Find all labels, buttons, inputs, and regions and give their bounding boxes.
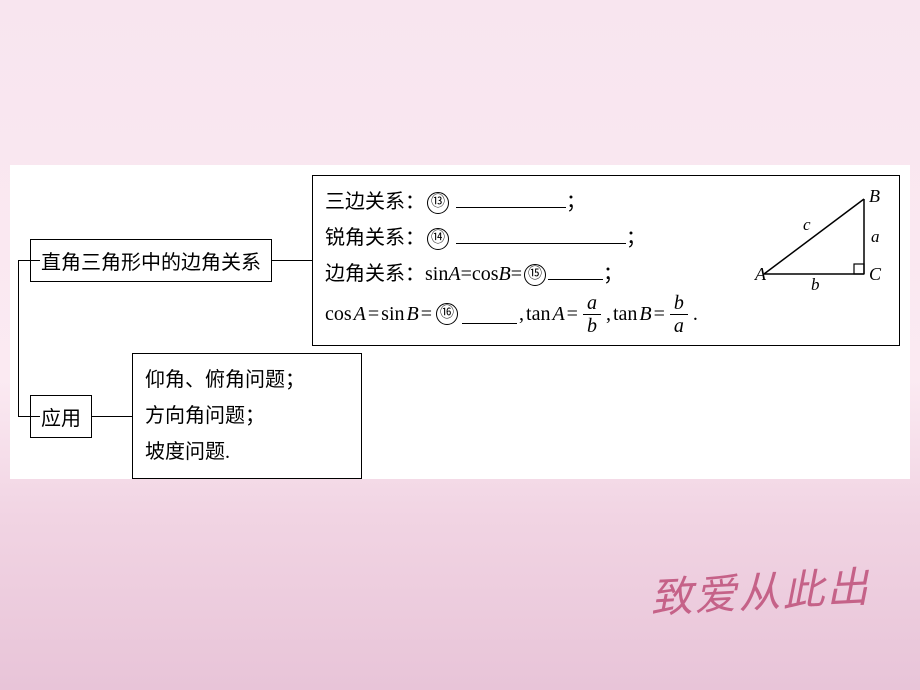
- var-B: B: [499, 263, 511, 285]
- branch-right-triangle: 直角三角形中的边角关系 三边关系：⑬ ； 锐角关系：⑭ ； 边角关系：sinA=…: [10, 165, 910, 355]
- app-elevation-depression: 仰角、俯角问题；: [145, 362, 349, 398]
- side-c: c: [803, 215, 811, 234]
- op-eq: =: [461, 263, 472, 285]
- var-B: B: [407, 296, 419, 332]
- fn-sin: sin: [425, 263, 448, 285]
- label-three-sides: 三边关系：: [325, 191, 425, 213]
- side-b: b: [811, 275, 820, 294]
- punct-period: .: [693, 296, 698, 332]
- punct-semi: ；: [603, 263, 623, 285]
- fn-tan: tan: [526, 296, 550, 332]
- var-A: A: [552, 296, 564, 332]
- side-a: a: [871, 227, 880, 246]
- punct-comma: ,: [606, 296, 611, 332]
- fraction-b-over-a: ba: [670, 292, 688, 337]
- blank-14: [456, 224, 626, 244]
- blank-13: [456, 188, 566, 208]
- decorative-signature: 致爱从此出: [649, 553, 872, 625]
- fn-tan: tan: [613, 296, 637, 332]
- connector-line: [272, 260, 312, 261]
- app-slope: 坡度问题.: [145, 434, 349, 470]
- vertex-A: A: [754, 264, 767, 284]
- vertex-B: B: [869, 186, 880, 206]
- op-eq: =: [511, 263, 522, 285]
- var-A: A: [448, 263, 460, 285]
- content-applications: 仰角、俯角问题； 方向角问题； 坡度问题.: [132, 353, 362, 479]
- blank-15: [548, 260, 603, 280]
- blank-marker-14: ⑭: [427, 228, 449, 250]
- op-eq: =: [567, 296, 578, 332]
- label-side-angle: 边角关系：: [325, 263, 425, 285]
- blank-marker-13: ⑬: [427, 192, 449, 214]
- punct-semi: ；: [566, 191, 586, 213]
- right-triangle-figure: A B C a b c: [749, 184, 889, 294]
- node-right-triangle-relations: 直角三角形中的边角关系: [30, 239, 272, 282]
- branch-applications: 应用 仰角、俯角问题； 方向角问题； 坡度问题.: [10, 353, 910, 479]
- tree-bracket-bottom: [10, 353, 30, 479]
- op-eq: =: [368, 296, 379, 332]
- fraction-a-over-b: ab: [583, 292, 601, 337]
- line-cos-sin-tan: cosA=sinB=⑯, tanA= ab , tanB= ba .: [325, 292, 887, 337]
- fn-sin: sin: [381, 296, 404, 332]
- blank-marker-15: ⑮: [524, 264, 546, 286]
- op-eq: =: [654, 296, 665, 332]
- content-right-triangle: 三边关系：⑬ ； 锐角关系：⑭ ； 边角关系：sinA=cosB=⑮； cosA…: [312, 175, 900, 346]
- label-acute-angles: 锐角关系：: [325, 227, 425, 249]
- blank-16: [462, 304, 517, 324]
- blank-marker-16: ⑯: [436, 303, 458, 325]
- fn-cos: cos: [325, 296, 352, 332]
- concept-map: 直角三角形中的边角关系 三边关系：⑬ ； 锐角关系：⑭ ； 边角关系：sinA=…: [10, 165, 910, 479]
- connector-line: [92, 416, 132, 417]
- fn-cos: cos: [472, 263, 499, 285]
- var-A: A: [354, 296, 366, 332]
- var-B: B: [639, 296, 651, 332]
- punct-semi: ；: [626, 227, 646, 249]
- punct-comma: ,: [519, 296, 524, 332]
- tree-bracket-top: [10, 165, 30, 355]
- app-bearing: 方向角问题；: [145, 398, 349, 434]
- vertex-C: C: [869, 264, 882, 284]
- op-eq: =: [421, 296, 432, 332]
